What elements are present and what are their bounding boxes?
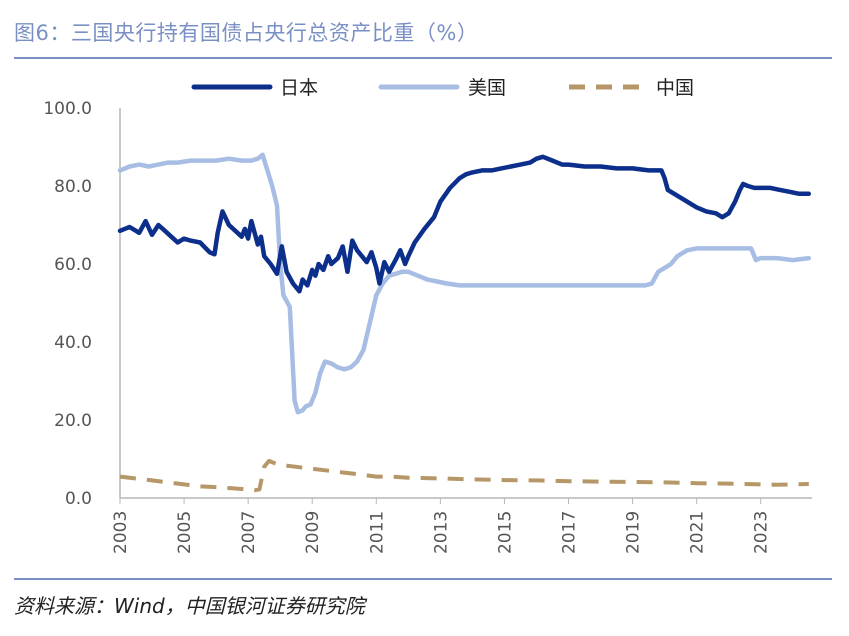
figure-title: 图6：三国央行持有国债占央行总资产比重（%） (14, 21, 479, 45)
x-tick-label: 2019 (624, 511, 644, 554)
x-tick-label: 2011 (367, 511, 387, 554)
x-tick-label: 2013 (431, 511, 451, 554)
series-layer (117, 152, 812, 493)
y-tick-label: 100.0 (43, 99, 92, 119)
series-line-japan (117, 154, 812, 294)
title-rule (14, 57, 832, 59)
source-note: 资料来源：Wind，中国银河证券研究院 (14, 594, 365, 618)
y-tick-label: 0.0 (65, 489, 92, 509)
legend-label: 日本 (280, 77, 318, 99)
x-tick-label: 2003 (111, 511, 131, 554)
y-tick-label: 80.0 (54, 177, 92, 197)
line-chart: 0.0 20.0 40.0 60.0 80.0 100.0 2003 2005 2007 2009… (43, 77, 812, 554)
x-tick-label: 2021 (688, 511, 708, 554)
x-tick-label: 2017 (560, 511, 580, 554)
legend-label: 美国 (468, 77, 506, 99)
y-tick-label: 20.0 (54, 411, 92, 431)
series-line-china (119, 458, 809, 493)
x-tick-label: 2009 (303, 511, 323, 554)
axes: 0.0 20.0 40.0 60.0 80.0 100.0 2003 2005 2007 2009… (43, 99, 812, 554)
x-tick-label: 2007 (239, 511, 259, 554)
y-tick-label: 40.0 (54, 333, 92, 353)
series-line-us (117, 152, 812, 415)
x-tick-label: 2005 (175, 511, 195, 554)
footer-rule (14, 578, 832, 580)
x-tick-label: 2023 (752, 511, 772, 554)
legend-label: 中国 (656, 77, 694, 99)
legend: 日本 美国 中国 (191, 77, 694, 99)
y-tick-label: 60.0 (54, 255, 92, 275)
x-tick-label: 2015 (495, 511, 515, 554)
